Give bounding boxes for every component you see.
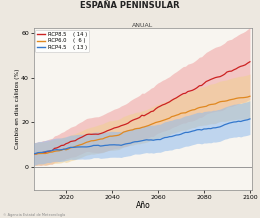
Text: ESPAÑA PENINSULAR: ESPAÑA PENINSULAR (80, 1, 180, 10)
X-axis label: Año: Año (136, 201, 150, 210)
Title: ANUAL: ANUAL (132, 23, 154, 28)
Text: © Agencia Estatal de Meteorología: © Agencia Estatal de Meteorología (3, 213, 65, 217)
Y-axis label: Cambio en dias cálidos (%): Cambio en dias cálidos (%) (14, 69, 20, 149)
Legend: RCP8.5    ( 14 ), RCP6.0    (  6 ), RCP4.5    ( 13 ): RCP8.5 ( 14 ), RCP6.0 ( 6 ), RCP4.5 ( 13… (35, 30, 89, 52)
